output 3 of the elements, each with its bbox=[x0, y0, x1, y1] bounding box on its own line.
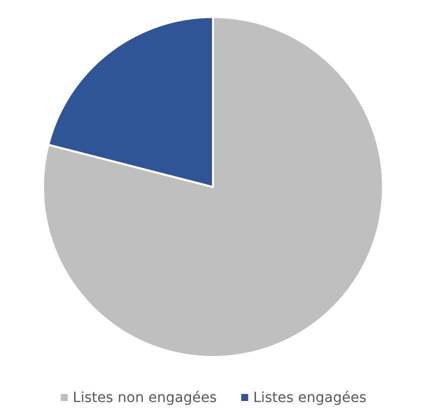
pie-slice bbox=[42, 16, 384, 358]
legend-label: Listes non engagées bbox=[72, 390, 217, 406]
legend-label: Listes engagées bbox=[253, 390, 366, 406]
